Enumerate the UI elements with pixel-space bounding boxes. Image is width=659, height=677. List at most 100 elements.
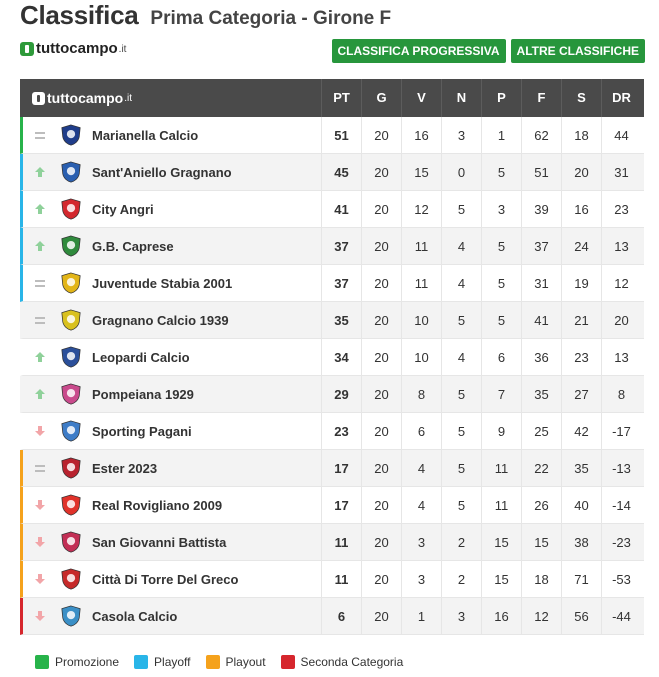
standings-table: tuttocampo .it PT G V N P F S DR Mariane… [20,79,644,635]
stat-pt: 17 [321,486,361,524]
stat-g: 20 [361,560,401,598]
stat-g: 20 [361,264,401,302]
stat-dr: -44 [601,597,641,635]
team-name[interactable]: Pompeiana 1929 [92,386,194,402]
stat-n: 5 [441,375,481,413]
team-crest-icon [58,381,84,407]
tuttocampo-logo-icon [32,91,45,105]
classifica-progressiva-button[interactable]: CLASSIFICA PROGRESSIVA [331,39,506,63]
team-name[interactable]: G.B. Caprese [92,238,174,254]
table-row[interactable]: Casola Calcio 6 20 1 3 16 12 56 -44 [20,597,644,635]
stat-f: 22 [521,449,561,487]
stat-v: 3 [401,560,441,598]
stat-v: 10 [401,338,441,376]
trend-cell [23,610,56,622]
team-name[interactable]: Real Rovigliano 2009 [92,497,223,513]
stat-g: 20 [361,301,401,339]
trend-cell [23,131,56,139]
stat-dr: -17 [601,412,641,450]
table-row[interactable]: Real Rovigliano 2009 17 20 4 5 11 26 40 -14 [20,486,644,524]
table-row[interactable]: Ester 2023 17 20 4 5 11 22 35 -13 [20,449,644,487]
table-row[interactable]: Sant'Aniello Gragnano 45 20 15 0 5 51 20 31 [20,153,644,191]
stat-n: 3 [441,116,481,154]
brand-logo[interactable]: tuttocampo .it [20,40,126,57]
stat-f: 62 [521,116,561,154]
brand-name: tuttocampo [36,40,118,57]
team-name[interactable]: Leopardi Calcio [92,349,190,365]
stat-v: 6 [401,412,441,450]
team-name[interactable]: San Giovanni Battista [92,534,227,550]
team-name[interactable]: Gragnano Calcio 1939 [92,312,229,328]
stat-g: 20 [361,375,401,413]
stat-n: 4 [441,338,481,376]
stat-pt: 41 [321,190,361,228]
stat-s: 24 [561,227,601,265]
stat-f: 12 [521,597,561,635]
team-name[interactable]: Sant'Aniello Gragnano [92,164,232,180]
stat-dr: -14 [601,486,641,524]
stat-g: 20 [361,116,401,154]
team-name[interactable]: Marianella Calcio [92,127,199,143]
stat-n: 2 [441,523,481,561]
stat-g: 20 [361,523,401,561]
stat-f: 25 [521,412,561,450]
stat-p: 5 [481,264,521,302]
team-crest-icon [58,603,84,629]
stat-f: 36 [521,338,561,376]
table-row[interactable]: Marianella Calcio 51 20 16 3 1 62 18 44 [20,116,644,154]
team-crest-icon [58,529,84,555]
stat-g: 20 [361,449,401,487]
stat-g: 20 [361,597,401,635]
stat-g: 20 [361,153,401,191]
table-row[interactable]: Città Di Torre Del Greco 11 20 3 2 15 18 71 -53 [20,560,644,598]
stat-p: 5 [481,153,521,191]
stat-n: 3 [441,597,481,635]
stat-v: 15 [401,153,441,191]
stat-dr: 13 [601,227,641,265]
table-row[interactable]: City Angri 41 20 12 5 3 39 16 23 [20,190,644,228]
trend-down-arrow-icon [34,500,45,510]
team-crest-icon [58,566,84,592]
stat-p: 5 [481,301,521,339]
column-header-g: G [361,79,401,117]
team-crest-icon [58,418,84,444]
table-row[interactable]: Pompeiana 1929 29 20 8 5 7 35 27 8 [20,375,644,413]
stat-p: 6 [481,338,521,376]
stat-v: 4 [401,449,441,487]
trend-up-arrow-icon [34,352,45,362]
trend-cell [23,499,56,511]
trend-equal-icon [34,316,45,324]
team-name[interactable]: City Angri [92,201,154,217]
table-row[interactable]: Sporting Pagani 23 20 6 5 9 25 42 -17 [20,412,644,450]
stat-v: 1 [401,597,441,635]
stat-pt: 6 [321,597,361,635]
team-name[interactable]: Sporting Pagani [92,423,192,439]
column-header-dr: DR [601,79,641,117]
stat-dr: -13 [601,449,641,487]
trend-up-arrow-icon [34,167,45,177]
stat-f: 39 [521,190,561,228]
team-name[interactable]: Ester 2023 [92,460,158,476]
stat-v: 3 [401,523,441,561]
altre-classifiche-button[interactable]: ALTRE CLASSIFICHE [510,39,645,63]
legend-item: Promozione [35,655,119,669]
stat-s: 42 [561,412,601,450]
team-name[interactable]: Juventude Stabia 2001 [92,275,233,291]
table-row[interactable]: San Giovanni Battista 11 20 3 2 15 15 38 -23 [20,523,644,561]
trend-down-arrow-icon [34,611,45,621]
team-name[interactable]: Città Di Torre Del Greco [92,571,239,587]
stat-dr: 31 [601,153,641,191]
stat-dr: 23 [601,190,641,228]
stat-v: 11 [401,264,441,302]
stat-p: 9 [481,412,521,450]
stat-n: 5 [441,449,481,487]
table-row[interactable]: Gragnano Calcio 1939 35 20 10 5 5 41 21 20 [20,301,644,339]
trend-cell [23,536,56,548]
table-row[interactable]: Juventude Stabia 2001 37 20 11 4 5 31 19 12 [20,264,644,302]
stat-g: 20 [361,190,401,228]
trend-equal-icon [34,279,45,287]
table-row[interactable]: Leopardi Calcio 34 20 10 4 6 36 23 13 [20,338,644,376]
table-row[interactable]: G.B. Caprese 37 20 11 4 5 37 24 13 [20,227,644,265]
team-name[interactable]: Casola Calcio [92,608,178,624]
stat-v: 4 [401,486,441,524]
